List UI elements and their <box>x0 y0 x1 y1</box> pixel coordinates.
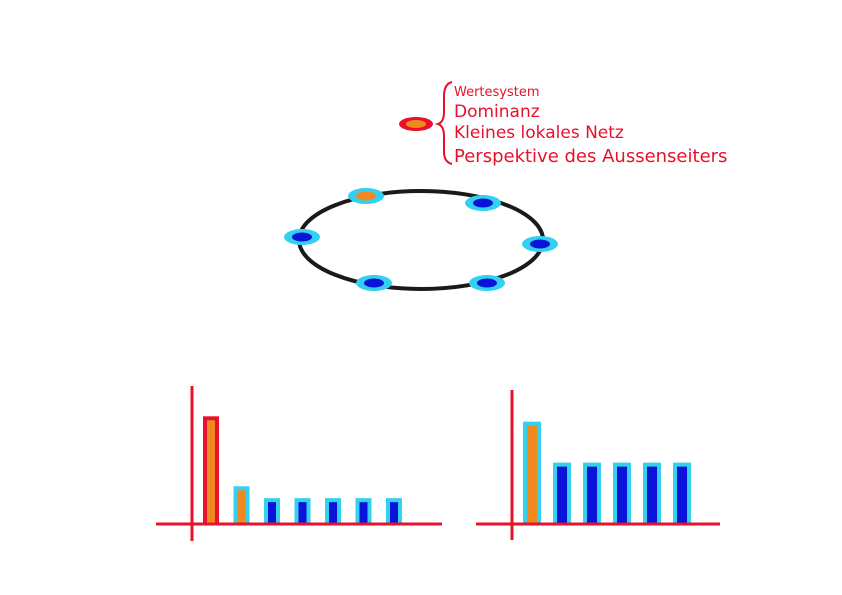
network-node-core <box>477 278 497 288</box>
network-node-core <box>356 191 376 201</box>
legend-item-perspektive-aussenseiter: Perspektive des Aussenseiters <box>454 146 727 167</box>
bar-outsider-cyan <box>523 421 541 524</box>
bar-fill <box>329 502 337 524</box>
bar-fill <box>268 502 276 524</box>
network-node-member <box>356 275 392 291</box>
bar-member <box>386 498 402 524</box>
network-node-member <box>522 236 558 252</box>
legend-item-wertesystem: Wertesystem <box>454 85 540 100</box>
bar-fill <box>390 502 398 524</box>
bar-fill <box>677 466 687 524</box>
bar-fill <box>647 466 657 524</box>
bar-fill <box>527 425 537 524</box>
network-node-outsider <box>348 188 384 204</box>
bar-member <box>613 462 631 524</box>
bar-fill <box>298 502 307 524</box>
bar-member <box>294 498 311 524</box>
bar-chart-right <box>476 390 720 540</box>
legend-item-dominanz: Dominanz <box>454 102 540 122</box>
legend: Wertesystem Dominanz Kleines lokales Net… <box>399 81 727 167</box>
bar-fill <box>617 466 627 524</box>
bar-outsider-cyan <box>233 486 250 524</box>
legend-item-kleines-lokales-netz: Kleines lokales Netz <box>454 123 624 143</box>
bar-fill <box>557 466 567 524</box>
bar-member <box>264 498 280 524</box>
bar-member <box>355 498 372 524</box>
network-node-core <box>530 239 550 249</box>
bar-member <box>325 498 341 524</box>
network-node-member <box>469 275 505 291</box>
network-node-core <box>364 278 384 288</box>
bar-member <box>673 462 691 524</box>
bar-fill <box>207 420 215 524</box>
bar-member <box>583 462 601 524</box>
network-node-member <box>465 195 501 211</box>
bar-chart-left <box>156 386 442 541</box>
bar-fill <box>237 490 246 524</box>
network-node-member <box>284 229 320 245</box>
network-ring <box>297 189 545 291</box>
legend-outsider-marker-inner <box>406 120 426 128</box>
network-node-core <box>473 198 493 208</box>
local-network <box>284 188 558 291</box>
bar-fill <box>587 466 597 524</box>
network-node-core <box>292 232 312 242</box>
bar-member <box>553 462 571 524</box>
legend-brace <box>434 81 453 165</box>
bar-member <box>643 462 661 524</box>
bar-outsider-red <box>203 416 219 524</box>
bar-fill <box>359 502 368 524</box>
